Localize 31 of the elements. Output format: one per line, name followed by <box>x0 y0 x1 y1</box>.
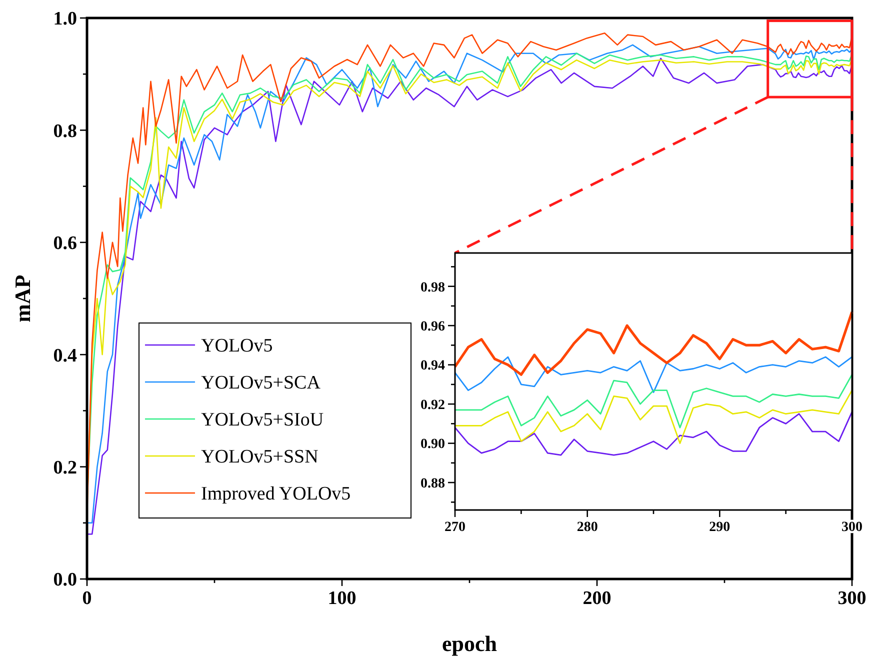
y-tick-label: 0.94 <box>420 358 445 374</box>
x-tick-label: 270 <box>444 520 466 536</box>
line-series <box>454 374 853 428</box>
line-series <box>454 310 854 376</box>
y-tick-label: 0.92 <box>420 398 445 413</box>
legend-label: YOLOv5+SSN <box>201 446 319 468</box>
line-series <box>454 356 853 393</box>
y-tick-label: 0.8 <box>53 120 77 142</box>
x-tick-label: 280 <box>576 520 598 536</box>
x-tick-label: 300 <box>838 588 866 610</box>
y-tick-label: 0.0 <box>53 570 77 591</box>
y-tick-label: 0.88 <box>420 476 445 492</box>
line-series <box>454 411 853 456</box>
y-tick-label: 1.0 <box>53 8 77 30</box>
y-tick-label: 0.4 <box>53 345 78 366</box>
x-tick-label: 0 <box>82 588 92 610</box>
x-tick-label: 290 <box>709 520 730 536</box>
y-tick-label: 0.96 <box>420 319 445 334</box>
x-tick-label: 200 <box>582 588 612 610</box>
x-axis-title: epoch <box>442 631 497 656</box>
y-tick-label: 0.6 <box>53 233 77 254</box>
y-tick-label: 0.2 <box>53 457 77 478</box>
legend-label: YOLOv5+SIoU <box>201 410 324 431</box>
y-tick-label: 0.98 <box>420 280 445 296</box>
legend-label: YOLOv5+SCA <box>201 372 321 394</box>
y-tick-label: 0.90 <box>420 437 445 452</box>
line-series <box>454 390 853 444</box>
legend-label: Improved YOLOv5 <box>201 484 351 505</box>
x-tick-label: 100 <box>328 588 356 610</box>
legend-label: YOLOv5 <box>201 336 273 357</box>
y-axis-title: mAP <box>10 274 35 322</box>
